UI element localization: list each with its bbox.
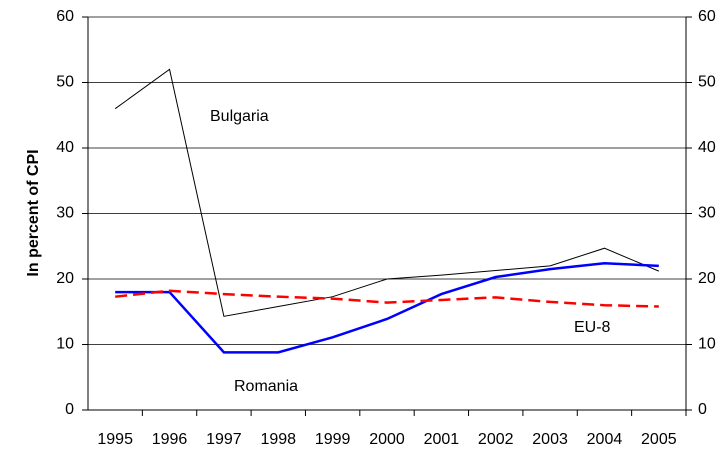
y-tick-label: 30 — [56, 205, 74, 222]
series-label: EU-8 — [574, 319, 611, 336]
y2-tick-label: 40 — [698, 139, 716, 156]
x-tick-label: 1997 — [206, 431, 242, 448]
x-tick-label: 1998 — [260, 431, 296, 448]
y-tick-label: 0 — [65, 401, 74, 418]
y2-tick-label: 20 — [698, 270, 716, 287]
y-tick-label: 50 — [56, 74, 74, 91]
x-tick-label: 2001 — [424, 431, 460, 448]
series-line — [114, 68, 660, 317]
x-tick-label: 2004 — [587, 431, 623, 448]
y2-tick-label: 30 — [698, 205, 716, 222]
x-tick-label: 2002 — [478, 431, 514, 448]
y2-tick-label: 60 — [698, 8, 716, 25]
y2-tick-label: 50 — [698, 74, 716, 91]
y2-tick-label: 0 — [698, 401, 707, 418]
y-tick-label: 10 — [56, 336, 74, 353]
y-tick-label: 40 — [56, 139, 74, 156]
series-label: Bulgaria — [210, 108, 269, 125]
y-axis-label: In percent of CPI — [25, 149, 42, 276]
x-tick-label: 1999 — [315, 431, 351, 448]
x-tick-label: 2005 — [641, 431, 677, 448]
y-tick-label: 20 — [56, 270, 74, 287]
series-line — [115, 289, 659, 308]
y2-tick-label: 10 — [698, 336, 716, 353]
series-line — [115, 262, 659, 354]
series-label: Romania — [234, 378, 298, 395]
y-tick-label: 60 — [56, 8, 74, 25]
x-tick-label: 2003 — [532, 431, 568, 448]
x-tick-label: 1995 — [97, 431, 133, 448]
x-tick-label: 2000 — [369, 431, 405, 448]
x-tick-label: 1996 — [152, 431, 188, 448]
